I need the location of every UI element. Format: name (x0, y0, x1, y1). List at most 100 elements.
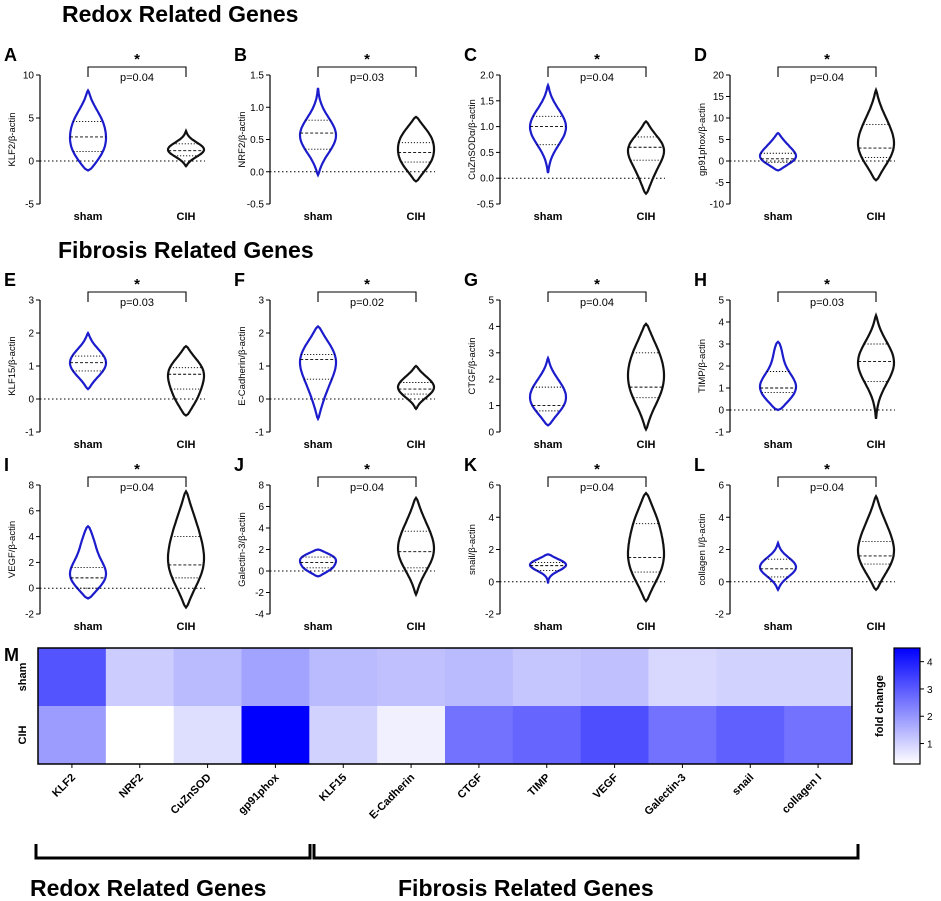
heatmap-cell (309, 648, 378, 706)
x-tick-label-CIH: CIH (177, 621, 196, 633)
y-tick-label: 0 (258, 395, 264, 406)
y-tick-label: 4 (258, 524, 264, 535)
x-tick-label-CIH: CIH (637, 439, 656, 451)
significance-bracket (547, 291, 647, 302)
significance-bracket (87, 476, 187, 487)
x-tick-label-sham: sham (534, 621, 563, 633)
y-axis-label: CuZnSODα/β-actin (467, 99, 478, 180)
x-tick-label-sham: sham (764, 439, 793, 451)
y-tick-label: 3 (28, 296, 34, 307)
y-tick-label: 10 (23, 71, 35, 82)
y-tick-label: -0.5 (477, 200, 495, 211)
y-axis-label: KLF2/β-actin (7, 112, 18, 166)
section-title-redox: Redox Related Genes (62, 1, 298, 27)
x-tick-label-CIH: CIH (867, 211, 886, 223)
x-tick-label-sham: sham (304, 211, 333, 223)
violin-CIH (166, 128, 206, 168)
heatmap-cell (580, 648, 649, 706)
p-value-label: p=0.04 (810, 72, 844, 84)
y-tick-label: 0 (28, 157, 34, 168)
heatmap-column-label: gp91phox (236, 771, 282, 817)
y-tick-label: 6 (718, 481, 724, 492)
colorbar (893, 647, 921, 765)
violin-CIH (396, 364, 436, 411)
panel-label: B (234, 45, 247, 65)
heatmap-cell (241, 648, 310, 706)
y-tick-label: 2 (258, 545, 264, 556)
group-bracket (34, 844, 312, 860)
heatmap-column-label: VEGF (591, 771, 621, 801)
y-tick-label: 15 (713, 92, 725, 103)
x-tick-label-CIH: CIH (867, 621, 886, 633)
significance-bracket (317, 291, 417, 302)
y-tick-label: 6 (28, 506, 34, 517)
p-value-label: p=0.04 (350, 482, 384, 494)
heatmap-cell (784, 648, 853, 706)
y-axis-label: collagen I/β-actin (697, 513, 708, 585)
panel-label: C (464, 45, 477, 65)
y-tick-label: 5 (718, 296, 724, 307)
y-axis-label: Galectin-3/β-actin (237, 512, 248, 587)
panel-L: L -2 0 2 4 6 collagen I/β-actin sham CIH * p=0.04 (694, 455, 896, 633)
y-tick-label: 1.0 (480, 122, 494, 133)
y-tick-label: 4 (488, 322, 494, 333)
heatmap-cell (38, 648, 107, 706)
heatmap-cell (309, 706, 378, 764)
y-tick-label: 2 (488, 545, 494, 556)
y-tick-label: 0 (488, 428, 494, 439)
violin-CIH (856, 312, 896, 419)
colorbar-label: fold change (874, 675, 886, 737)
heatmap-column-label: NRF2 (117, 772, 146, 801)
y-tick-label: -10 (710, 200, 725, 211)
y-tick-label: 2 (718, 545, 724, 556)
y-tick-label: 0 (258, 567, 264, 578)
heatmap-cell (648, 648, 717, 706)
p-value-label: p=0.04 (120, 72, 154, 84)
heatmap-cell (716, 706, 785, 764)
significance-bracket (87, 66, 187, 77)
y-tick-label: 6 (488, 481, 494, 492)
heatmap-cell (445, 706, 514, 764)
y-axis-label: TIMP/β-actin (697, 339, 708, 393)
violin-CIH (626, 322, 666, 432)
y-axis-label: VEGF/β-actin (7, 521, 18, 578)
significance-bracket (777, 66, 877, 77)
y-tick-label: -5 (715, 178, 724, 189)
colorbar-tick-label: 4 (927, 658, 933, 669)
significance-bracket (547, 476, 647, 487)
significance-bracket (777, 476, 877, 487)
panel-G: G 0 1 2 3 4 5 CTGF/β-actin sham CIH * p=0.04 (464, 270, 666, 451)
y-tick-label: 10 (713, 114, 725, 125)
panel-label: G (464, 270, 478, 290)
heatmap-row-label: sham (17, 662, 29, 691)
y-tick-label: 2 (28, 558, 34, 569)
y-axis-label: snail/β-actin (467, 524, 478, 575)
y-tick-label: 1 (258, 362, 264, 373)
y-tick-label: 0 (718, 157, 724, 168)
y-tick-label: 0 (28, 395, 34, 406)
heatmap-cell (105, 648, 175, 706)
y-tick-label: 3 (718, 340, 724, 351)
violin-CIH (856, 493, 896, 592)
y-tick-label: 8 (258, 481, 264, 492)
significance-bracket (317, 66, 417, 77)
p-value-label: p=0.03 (120, 297, 154, 309)
y-tick-label: 1.0 (250, 103, 264, 114)
significance-star: * (134, 276, 140, 293)
bottom-group-label-redox: Redox Related Genes (30, 875, 266, 901)
heatmap-cell (445, 648, 514, 706)
violin-sham (758, 540, 798, 592)
heatmap-column-label: Galectin-3 (642, 772, 688, 818)
x-tick-label-sham: sham (74, 439, 103, 451)
y-tick-label: 1 (28, 362, 34, 373)
panel-C: C -0.5 0.0 0.5 1.0 1.5 2.0 CuZnSODα/β-actin sham… (464, 45, 666, 223)
section-title-fibrosis: Fibrosis Related Genes (58, 237, 314, 263)
p-value-label: p=0.04 (580, 297, 614, 309)
y-tick-label: 4 (488, 513, 494, 524)
violin-sham (528, 355, 568, 427)
violin-sham (298, 548, 338, 578)
heatmap-column-label: collagen I (780, 772, 824, 816)
y-tick-label: -1 (25, 428, 34, 439)
y-axis-label: E-Cadherin/β-actin (237, 326, 248, 405)
x-tick-label-CIH: CIH (637, 211, 656, 223)
